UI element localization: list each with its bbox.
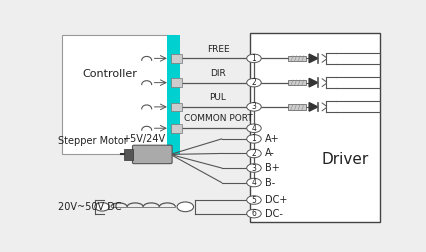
Circle shape <box>95 203 109 211</box>
Polygon shape <box>309 54 318 63</box>
Text: B-: B- <box>265 178 275 187</box>
Text: 20V~50V DC: 20V~50V DC <box>58 202 122 212</box>
Bar <box>171 103 182 111</box>
Polygon shape <box>309 78 318 87</box>
Bar <box>61 35 176 154</box>
Text: 1: 1 <box>252 54 256 63</box>
Circle shape <box>247 54 261 63</box>
Text: B+: B+ <box>265 163 279 173</box>
Text: A+: A+ <box>265 134 279 144</box>
Circle shape <box>247 164 261 172</box>
Bar <box>171 124 182 133</box>
Text: Stepper Motor: Stepper Motor <box>58 136 128 146</box>
Text: PUL: PUL <box>210 93 227 102</box>
Circle shape <box>247 149 261 158</box>
Text: 2: 2 <box>252 78 256 87</box>
Bar <box>167 35 180 154</box>
Text: +5V/24V: +5V/24V <box>122 134 165 144</box>
Text: 4: 4 <box>251 178 256 187</box>
Text: 4: 4 <box>251 124 256 133</box>
Bar <box>288 104 306 110</box>
Text: COMMON PORT: COMMON PORT <box>184 114 252 123</box>
Text: 2: 2 <box>252 149 256 158</box>
Circle shape <box>247 196 261 204</box>
Circle shape <box>247 178 261 187</box>
Text: DC+: DC+ <box>265 195 287 205</box>
Polygon shape <box>309 103 318 111</box>
Circle shape <box>177 202 193 212</box>
Bar <box>288 80 306 85</box>
FancyBboxPatch shape <box>132 145 172 164</box>
Circle shape <box>247 103 261 111</box>
Bar <box>171 54 182 63</box>
Text: 5: 5 <box>251 196 256 205</box>
Text: DIR: DIR <box>210 69 226 78</box>
Circle shape <box>247 78 261 87</box>
Text: Controller: Controller <box>82 70 137 79</box>
Bar <box>250 33 380 222</box>
Text: DC-: DC- <box>265 209 282 218</box>
Bar <box>124 149 133 160</box>
Circle shape <box>247 135 261 143</box>
Bar <box>171 78 182 87</box>
Text: Driver: Driver <box>321 152 368 167</box>
Text: FREE: FREE <box>207 45 229 53</box>
Bar <box>288 56 306 61</box>
Text: 3: 3 <box>251 102 256 111</box>
Text: 1: 1 <box>252 134 256 143</box>
Text: A-: A- <box>265 148 274 159</box>
Text: 3: 3 <box>251 164 256 173</box>
Text: 6: 6 <box>251 209 256 218</box>
Circle shape <box>247 124 261 133</box>
Circle shape <box>247 209 261 218</box>
